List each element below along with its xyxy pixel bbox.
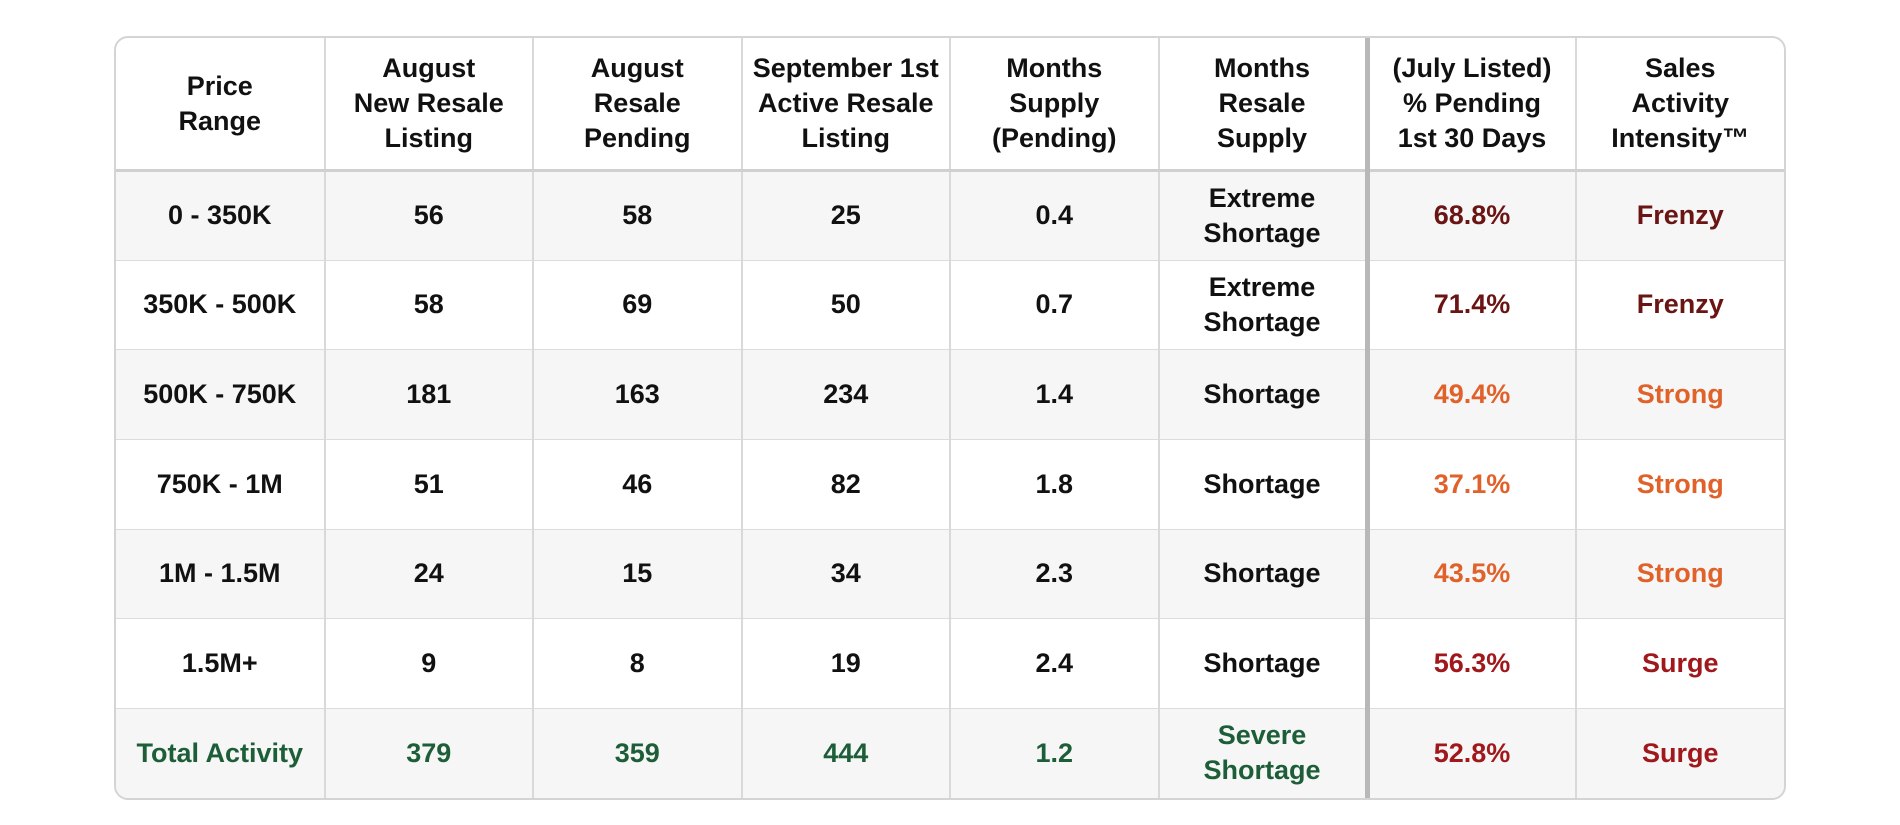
resale-supply-line: Shortage bbox=[1203, 755, 1321, 786]
months-supply-pending-cell: 1.4 bbox=[950, 349, 1160, 440]
new-listing-cell: 58 bbox=[324, 260, 534, 351]
pending-cell: 58 bbox=[533, 170, 743, 261]
pending-cell: 359 bbox=[533, 708, 743, 798]
price-range-cell: 350K - 500K bbox=[116, 260, 326, 351]
resale-supply-line: Shortage bbox=[1203, 558, 1321, 589]
active-listing-cell: 34 bbox=[741, 529, 951, 620]
pct-pending-cell: 68.8% bbox=[1367, 170, 1577, 261]
header-months-resale-supply: Months Resale Supply bbox=[1158, 38, 1370, 172]
resale-supply-line: Shortage bbox=[1203, 648, 1321, 679]
resale-supply-line: Extreme bbox=[1208, 271, 1316, 302]
intensity-cell: Strong bbox=[1575, 349, 1784, 440]
months-supply-pending-cell: 2.3 bbox=[950, 529, 1160, 620]
table-row: 1M - 1.5M 24 15 34 2.3 Shortage 43.5% Strong bbox=[116, 529, 1784, 620]
resale-market-table: Price Range August New Resale Listing Au… bbox=[116, 38, 1784, 798]
resale-market-table-frame: Price Range August New Resale Listing Au… bbox=[114, 36, 1786, 800]
resale-supply-line: Shortage bbox=[1203, 379, 1321, 410]
active-listing-cell: 82 bbox=[741, 439, 951, 530]
pending-cell: 8 bbox=[533, 618, 743, 709]
months-supply-pending-cell: 0.7 bbox=[950, 260, 1160, 351]
active-listing-cell: 25 bbox=[741, 170, 951, 261]
pending-cell: 163 bbox=[533, 349, 743, 440]
months-supply-pending-cell: 2.4 bbox=[950, 618, 1160, 709]
new-listing-cell: 9 bbox=[324, 618, 534, 709]
header-sales-activity-intensity: Sales Activity Intensity™ bbox=[1575, 38, 1784, 172]
pending-cell: 46 bbox=[533, 439, 743, 530]
pending-cell: 69 bbox=[533, 260, 743, 351]
intensity-cell: Strong bbox=[1575, 439, 1784, 530]
header-new-listing: August New Resale Listing bbox=[324, 38, 534, 172]
resale-supply-cell: Shortage bbox=[1158, 349, 1370, 440]
pct-pending-cell: 71.4% bbox=[1367, 260, 1577, 351]
pending-cell: 15 bbox=[533, 529, 743, 620]
price-range-cell: Total Activity bbox=[116, 708, 326, 798]
intensity-cell: Frenzy bbox=[1575, 260, 1784, 351]
table-body: 0 - 350K 56 58 25 0.4 Extreme Shortage 68.8% Fre… bbox=[116, 170, 1784, 798]
table-row: 350K - 500K 58 69 50 0.7 Extreme Shortage 71.4%… bbox=[116, 260, 1784, 351]
header-pct-pending: (July Listed) % Pending 1st 30 Days bbox=[1367, 38, 1577, 172]
new-listing-cell: 51 bbox=[324, 439, 534, 530]
new-listing-cell: 56 bbox=[324, 170, 534, 261]
months-supply-pending-cell: 1.2 bbox=[950, 708, 1160, 798]
months-supply-pending-cell: 1.8 bbox=[950, 439, 1160, 530]
table-row: 0 - 350K 56 58 25 0.4 Extreme Shortage 68.8% Fre… bbox=[116, 170, 1784, 261]
new-listing-cell: 24 bbox=[324, 529, 534, 620]
total-activity-row: Total Activity 379 359 444 1.2 Severe Shortage… bbox=[116, 708, 1784, 798]
active-listing-cell: 50 bbox=[741, 260, 951, 351]
price-range-cell: 1M - 1.5M bbox=[116, 529, 326, 620]
table-row: 1.5M+ 9 8 19 2.4 Shortage 56.3% Surge bbox=[116, 618, 1784, 709]
pct-pending-cell: 56.3% bbox=[1367, 618, 1577, 709]
price-range-cell: 1.5M+ bbox=[116, 618, 326, 709]
header-resale-pending: August Resale Pending bbox=[533, 38, 743, 172]
intensity-cell: Surge bbox=[1575, 708, 1784, 798]
resale-supply-cell: Shortage bbox=[1158, 618, 1370, 709]
intensity-cell: Frenzy bbox=[1575, 170, 1784, 261]
header-months-supply-pending: Months Supply (Pending) bbox=[950, 38, 1160, 172]
header-row: Price Range August New Resale Listing Au… bbox=[116, 38, 1784, 172]
resale-supply-cell: Severe Shortage bbox=[1158, 708, 1370, 798]
resale-supply-cell: Extreme Shortage bbox=[1158, 170, 1370, 261]
resale-supply-line: Shortage bbox=[1203, 468, 1321, 499]
header-price-range: Price Range bbox=[116, 38, 326, 172]
pct-pending-cell: 49.4% bbox=[1367, 349, 1577, 440]
resale-supply-line: Shortage bbox=[1203, 306, 1321, 337]
header-active-listing: September 1st Active Resale Listing bbox=[741, 38, 951, 172]
price-range-cell: 0 - 350K bbox=[116, 170, 326, 261]
pct-pending-cell: 43.5% bbox=[1367, 529, 1577, 620]
intensity-cell: Surge bbox=[1575, 618, 1784, 709]
resale-supply-cell: Extreme Shortage bbox=[1158, 260, 1370, 351]
intensity-cell: Strong bbox=[1575, 529, 1784, 620]
pct-pending-cell: 52.8% bbox=[1367, 708, 1577, 798]
table-row: 500K - 750K 181 163 234 1.4 Shortage 49.4% Stro… bbox=[116, 349, 1784, 440]
resale-supply-cell: Shortage bbox=[1158, 439, 1370, 530]
months-supply-pending-cell: 0.4 bbox=[950, 170, 1160, 261]
price-range-cell: 500K - 750K bbox=[116, 349, 326, 440]
new-listing-cell: 379 bbox=[324, 708, 534, 798]
pct-pending-cell: 37.1% bbox=[1367, 439, 1577, 530]
new-listing-cell: 181 bbox=[324, 349, 534, 440]
resale-supply-cell: Shortage bbox=[1158, 529, 1370, 620]
price-range-cell: 750K - 1M bbox=[116, 439, 326, 530]
active-listing-cell: 444 bbox=[741, 708, 951, 798]
table-row: 750K - 1M 51 46 82 1.8 Shortage 37.1% Strong bbox=[116, 439, 1784, 530]
resale-supply-line: Severe bbox=[1217, 720, 1307, 751]
resale-supply-line: Extreme bbox=[1208, 182, 1316, 213]
resale-supply-line: Shortage bbox=[1203, 217, 1321, 248]
active-listing-cell: 19 bbox=[741, 618, 951, 709]
active-listing-cell: 234 bbox=[741, 349, 951, 440]
